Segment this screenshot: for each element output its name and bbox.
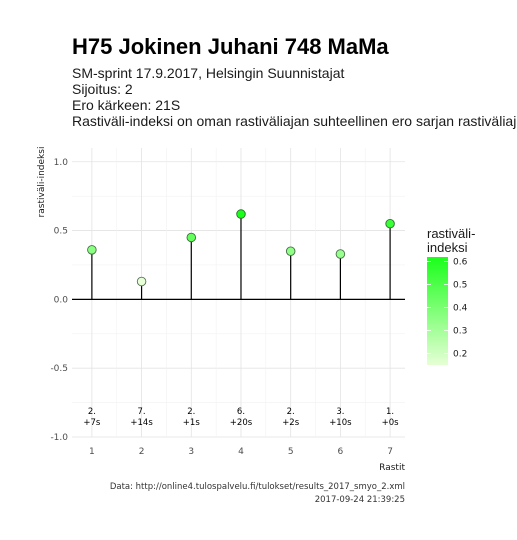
- subtitle-event: SM-sprint 17.9.2017, Helsingin Suunnista…: [72, 65, 344, 81]
- legend-color-bar: [427, 257, 448, 365]
- data-point: [236, 209, 246, 219]
- caption-data-source: Data: http://online4.tulospalvelu.fi/tul…: [110, 482, 405, 492]
- annotation-diff: +14s: [130, 418, 153, 428]
- legend-tick-label: 0.3: [453, 327, 467, 337]
- grid: [72, 148, 405, 438]
- data-point: [136, 276, 147, 287]
- points: [87, 209, 395, 287]
- legend-tick-label: 0.2: [453, 350, 467, 360]
- data-point: [186, 232, 197, 243]
- y-axis-title: rastiväli-indeksi: [37, 147, 47, 218]
- x-axis-ticks: 1 2 3 4 5 6 7: [89, 447, 393, 457]
- annotation-rank: 2.: [88, 407, 96, 417]
- legend-title-line-1: rastiväli-: [427, 226, 475, 241]
- y-tick-label: -1.0: [50, 433, 68, 443]
- y-axis-ticks: 1.0 0.5 0.0 -0.5 -1.0: [50, 158, 68, 443]
- x-tick-label: 2: [139, 447, 145, 457]
- annotation-rank: 6.: [237, 407, 245, 417]
- annotation-diff: +0s: [382, 418, 400, 428]
- x-tick-label: 6: [338, 447, 344, 457]
- x-tick-label: 4: [238, 447, 244, 457]
- data-point: [335, 249, 346, 259]
- data-point: [385, 218, 395, 229]
- annotation-diff: +7s: [83, 418, 101, 428]
- data-point: [285, 246, 296, 256]
- annotation-diff: +20s: [230, 418, 253, 428]
- annotation-rank: 2.: [187, 407, 195, 417]
- y-tick-label: 0.0: [54, 295, 69, 305]
- annotation-rank: 1.: [386, 407, 394, 417]
- legend-title-line-2: indeksi: [427, 240, 468, 255]
- legend-tick-label: 0.4: [453, 304, 468, 314]
- x-tick-label: 3: [188, 447, 194, 457]
- subtitle-description: Rastiväli-indeksi on oman rastiväliajan …: [72, 113, 517, 129]
- y-tick-label: 1.0: [54, 158, 69, 168]
- data-point: [87, 245, 97, 255]
- x-tick-label: 1: [89, 447, 95, 457]
- annotation-diff: +10s: [329, 418, 352, 428]
- caption-timestamp: 2017-09-24 21:39:25: [315, 495, 405, 505]
- y-tick-label: 0.5: [54, 227, 68, 237]
- subtitle-placement: Sijoitus: 2: [72, 81, 133, 97]
- annotation-diff: +2s: [282, 418, 300, 428]
- x-axis-title: Rastit: [379, 463, 405, 473]
- annotation-diff: +1s: [183, 418, 201, 428]
- annotation-rank: 3.: [336, 407, 344, 417]
- stems: [91, 214, 391, 300]
- legend: rastiväli- indeksi 0.6 0.5 0.4 0.3 0.2: [427, 226, 475, 365]
- x-tick-label: 7: [387, 447, 393, 457]
- legend-tick-label: 0.5: [453, 281, 467, 291]
- x-tick-label: 5: [288, 447, 294, 457]
- chart-title: H75 Jokinen Juhani 748 MaMa: [72, 34, 389, 59]
- legend-ticks: 0.6 0.5 0.4 0.3 0.2: [427, 258, 468, 360]
- y-tick-label: -0.5: [50, 364, 68, 374]
- annotation-rank: 7.: [138, 407, 146, 417]
- subtitle-gap: Ero kärkeen: 21S: [72, 97, 180, 113]
- annotation-rank: 2.: [287, 407, 295, 417]
- legend-tick-label: 0.6: [453, 258, 468, 268]
